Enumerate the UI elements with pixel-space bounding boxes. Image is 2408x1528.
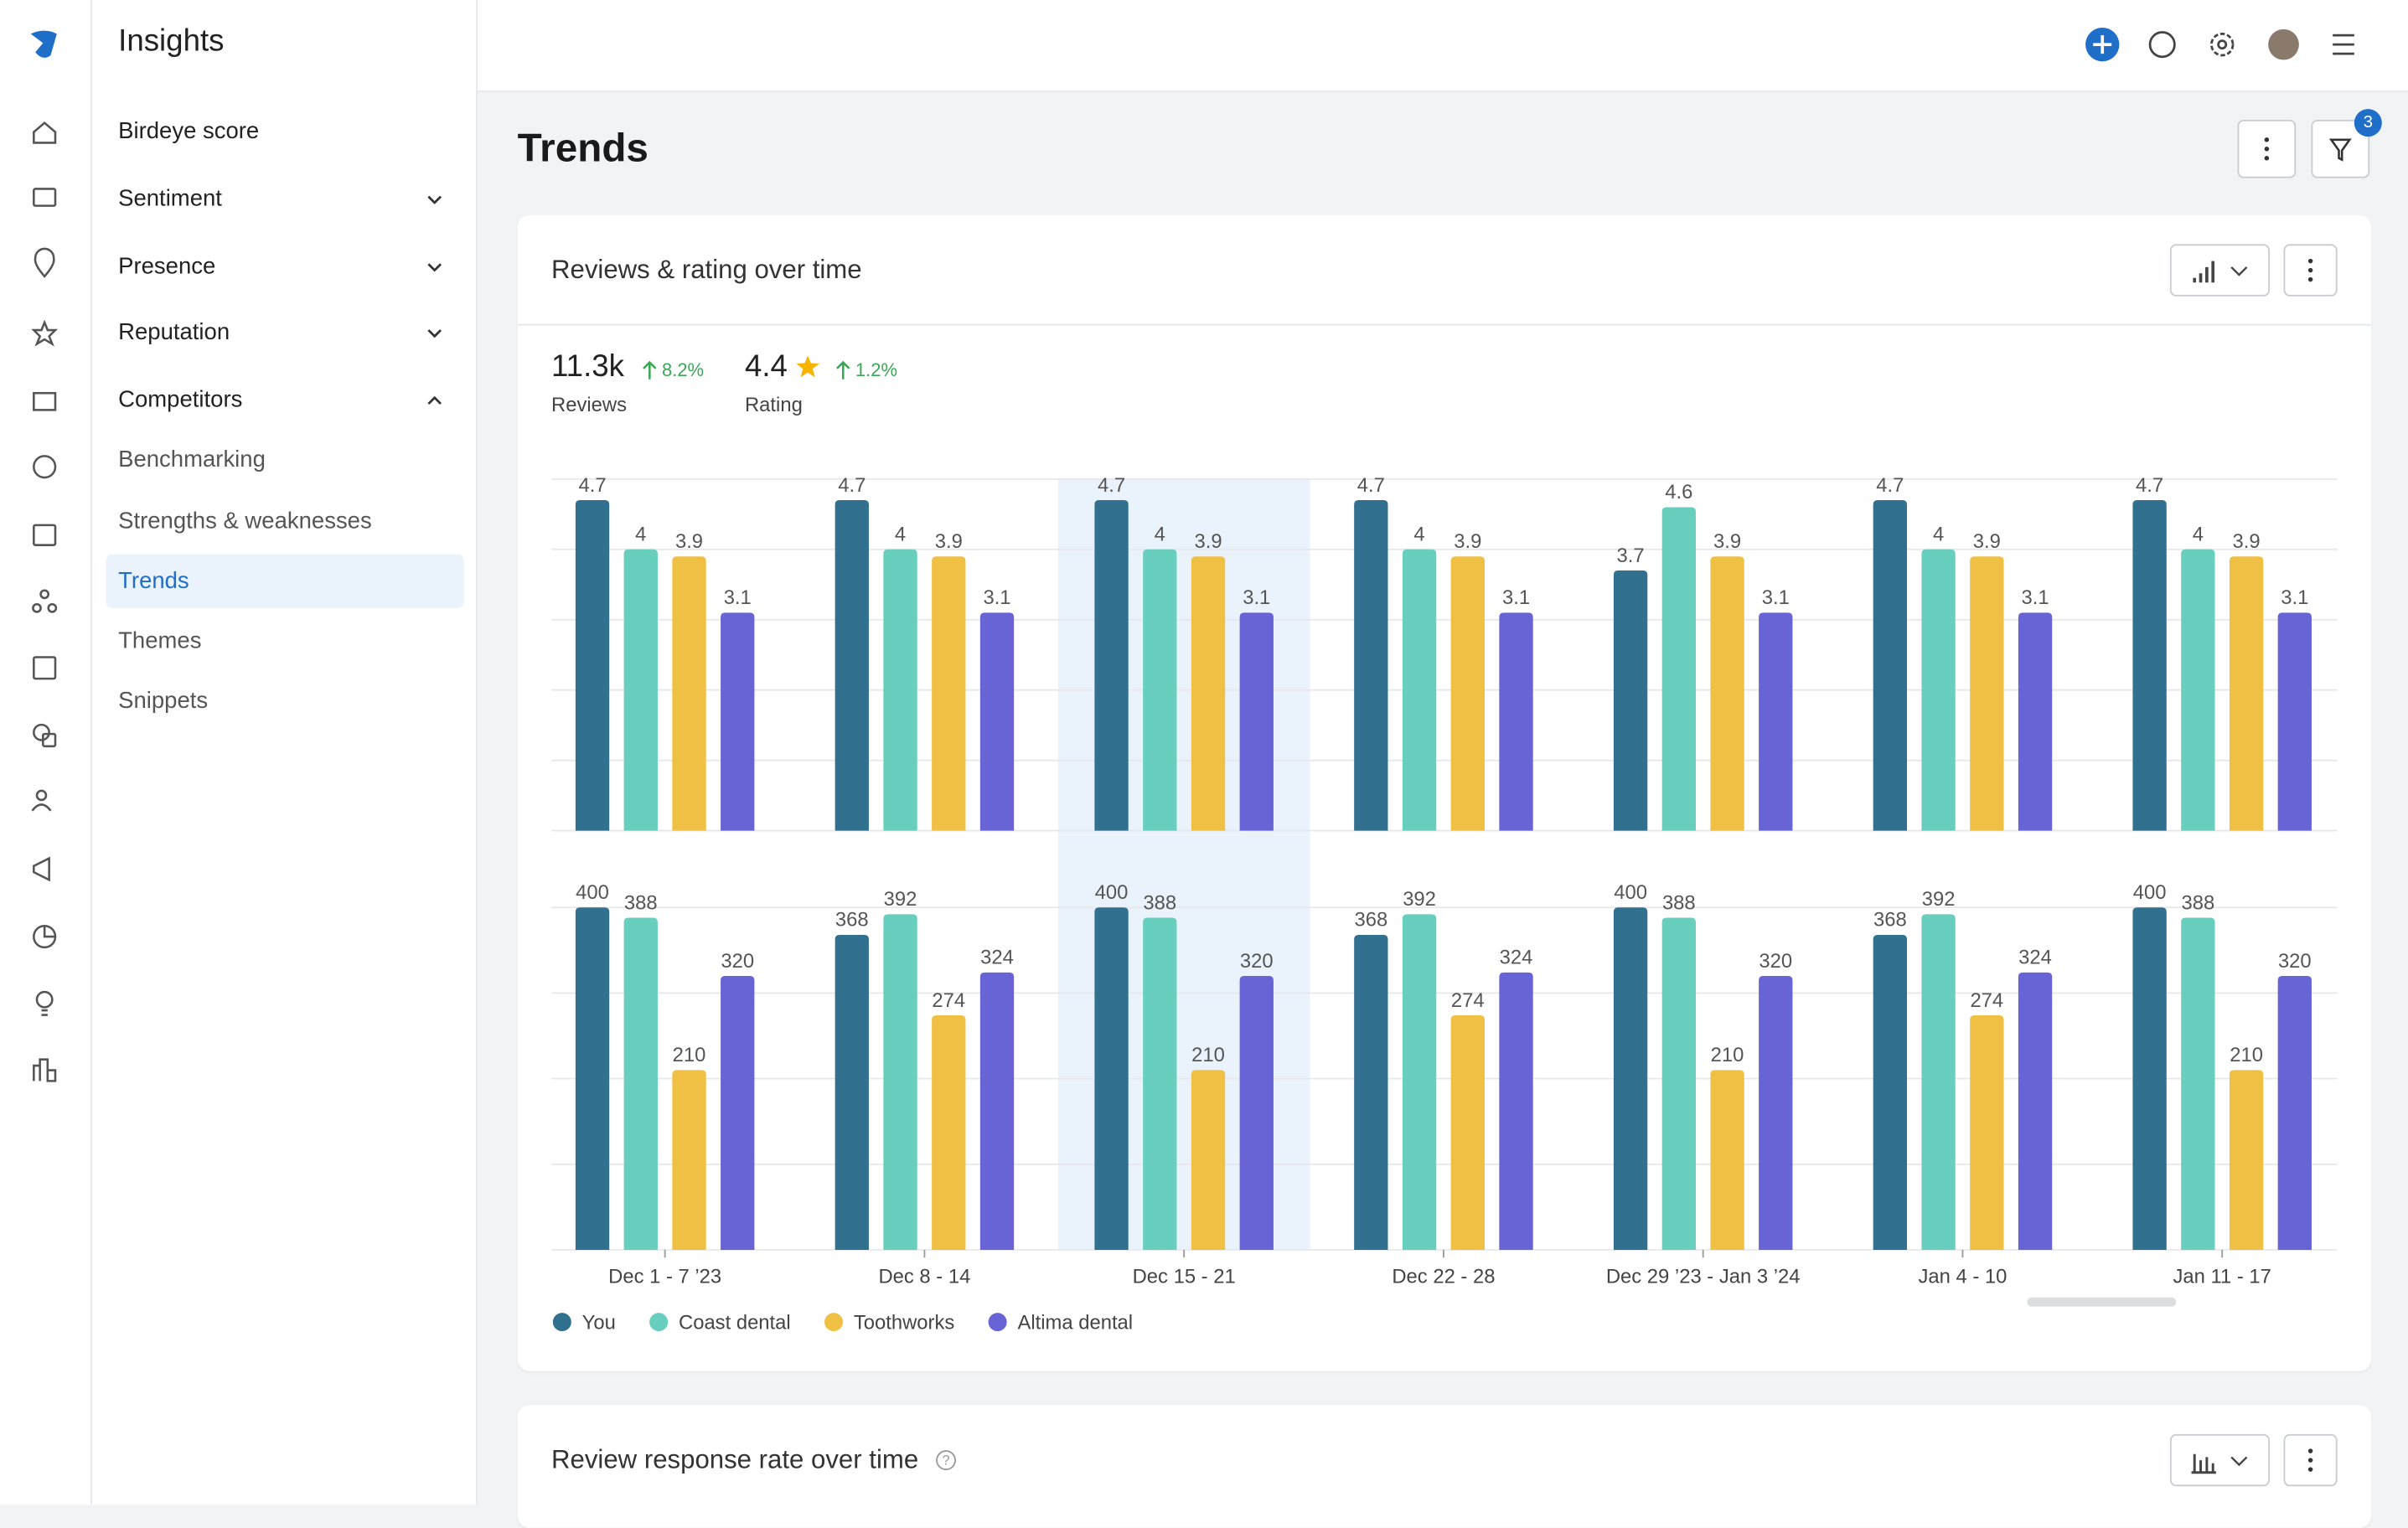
stat-change: 1.2% [834,359,897,381]
calendar-icon[interactable] [33,524,57,546]
up-arrow [643,360,657,379]
more-icon [2307,1448,2313,1472]
add-icon [2093,35,2112,54]
chat-icon-part [42,732,57,748]
filter-badge: 3 [2354,109,2382,137]
help-button[interactable] [2148,31,2176,59]
up-arrow [836,360,850,379]
reviews-rating-card: Reviews & rating over time 11.3k 8.2% Revi… [517,214,2371,1371]
stat-label: Reviews [551,393,628,416]
svg-text:?: ? [942,1453,949,1468]
chevron [427,329,442,338]
chevron [427,262,442,271]
nav-subitem[interactable]: Benchmarking [118,447,266,473]
chevron [427,395,442,405]
nav-item[interactable]: Presence [106,239,463,292]
chart-type-button[interactable] [2169,244,2271,297]
secondary-sidebar: Insights Birdeye score Sentiment Presence R… [91,0,478,1505]
nav-subitem[interactable]: Strengths & weaknesses [118,507,372,534]
settings-button[interactable] [2210,32,2235,57]
chevron [427,195,442,204]
nav-item[interactable]: Competitors [106,373,463,426]
info-icon: ? [936,1450,956,1471]
star-icon [796,355,819,378]
filter-icon [2328,138,2352,162]
nav-item[interactable]: Reputation [106,306,463,359]
more-icon [2264,137,2270,161]
menu-button[interactable] [2333,34,2354,55]
card-divider [517,323,2371,326]
insights-icon[interactable] [33,1058,57,1082]
idea-icon[interactable] [35,990,54,1009]
campaign-icon[interactable] [33,856,50,882]
card-title: Review response rate over time [551,1444,919,1474]
report-icon-part [43,926,55,938]
icon-rail [0,0,92,1505]
top-icons [2085,27,2354,62]
people-icon[interactable] [35,789,48,802]
stat-label: Rating [744,393,803,416]
network-icon-part [47,602,58,613]
chat-icon[interactable] [33,723,50,741]
page-title: Trends [517,124,649,171]
response-rate-card: Review response rate over time ? [517,1405,2371,1528]
stat-value: 4.4 [744,349,788,385]
stat-change: 8.2% [640,359,704,381]
nav-item[interactable]: Sentiment [106,172,463,225]
gift-icon[interactable] [33,391,57,411]
settings-icon-part [2217,39,2228,50]
dollar-icon[interactable] [33,455,57,479]
card-more-button[interactable] [2283,244,2338,297]
people-icon-part [31,803,52,812]
chart-type-button[interactable] [2169,1433,2271,1487]
card-more-button[interactable] [2283,1433,2338,1487]
nav-item[interactable]: Birdeye score [118,118,260,145]
sidebar-title: Insights [118,24,225,59]
avatar[interactable] [2268,28,2299,60]
chart-type-icon [2193,261,2248,283]
nav-subitem[interactable]: Themes [118,627,202,655]
tasks-icon[interactable] [33,656,57,680]
nav-subitem[interactable]: Snippets [118,688,209,715]
messages-icon[interactable] [33,188,57,207]
idea-icon-part [41,1009,48,1016]
more-button[interactable] [2237,119,2297,178]
home-icon[interactable] [33,121,57,144]
network-icon-part [32,602,42,613]
logo[interactable] [30,30,57,58]
card-title: Reviews & rating over time [551,255,862,285]
star-icon[interactable] [31,319,59,347]
nav-subitem[interactable]: Trends [106,554,464,608]
network-icon[interactable] [39,589,50,600]
rail-icons [30,30,59,1082]
location-icon[interactable] [34,247,55,278]
more-icon [2307,258,2313,282]
stat-value: 11.3k [551,349,624,385]
top-bar [478,0,2408,92]
chart-type-icon [2191,1453,2248,1474]
